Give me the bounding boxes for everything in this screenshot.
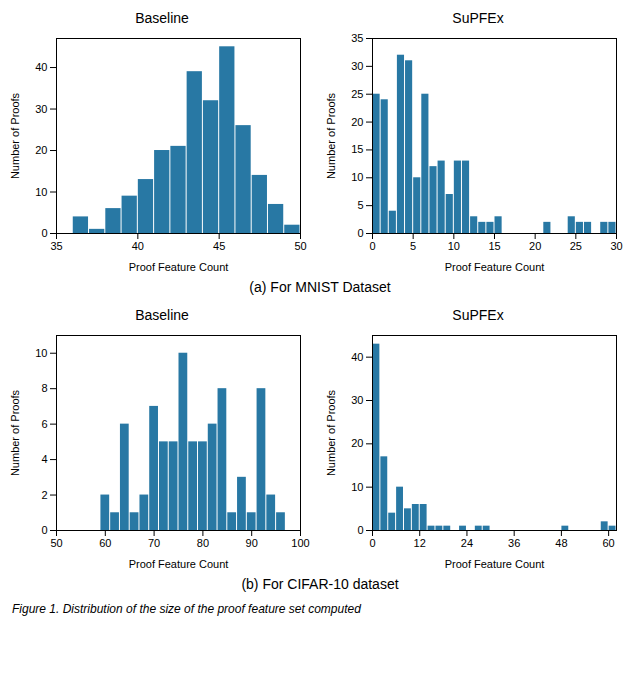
svg-text:45: 45 <box>213 240 225 252</box>
html-text:Figure 1. Distribution of the: Figure 1. Distribution of the size of th… <box>12 602 361 616</box>
html-text:(a) For MNIST Dataset: (a) For MNIST Dataset <box>249 279 391 295</box>
html-text:(b) For CIFAR-10 dataset: (b) For CIFAR-10 dataset <box>241 576 399 592</box>
svg-text:36: 36 <box>508 537 520 549</box>
html-text:SuPFEx: SuPFEx <box>452 10 504 26</box>
svg-text:20: 20 <box>35 144 47 156</box>
svg-text:50: 50 <box>50 537 62 549</box>
svg-text:30: 30 <box>351 60 363 72</box>
svg-text:20: 20 <box>529 240 541 252</box>
svg-text:Proof Feature Count: Proof Feature Count <box>445 558 545 570</box>
svg-text:90: 90 <box>246 537 258 549</box>
svg-text:40: 40 <box>132 240 144 252</box>
svg-text:10: 10 <box>35 347 47 359</box>
svg-text:5: 5 <box>410 240 416 252</box>
svg-text:Number of Proofs: Number of Proofs <box>9 92 21 179</box>
html-text:Baseline: Baseline <box>135 307 189 323</box>
svg-text:30: 30 <box>610 240 622 252</box>
svg-text:5: 5 <box>357 199 363 211</box>
svg-text:Proof Feature Count: Proof Feature Count <box>129 558 229 570</box>
svg-text:15: 15 <box>351 143 363 155</box>
svg-text:48: 48 <box>555 537 567 549</box>
svg-text:25: 25 <box>570 240 582 252</box>
svg-text:0: 0 <box>357 524 363 536</box>
svg-text:Number of Proofs: Number of Proofs <box>325 389 337 476</box>
svg-text:35: 35 <box>351 32 363 44</box>
svg-text:40: 40 <box>351 351 363 363</box>
svg-text:8: 8 <box>41 382 47 394</box>
svg-text:30: 30 <box>35 103 47 115</box>
svg-text:Number of Proofs: Number of Proofs <box>325 92 337 179</box>
svg-text:10: 10 <box>351 481 363 493</box>
svg-text:60: 60 <box>603 537 615 549</box>
svg-text:0: 0 <box>357 227 363 239</box>
svg-text:2: 2 <box>41 489 47 501</box>
svg-text:24: 24 <box>461 537 473 549</box>
html-text:Baseline: Baseline <box>135 10 189 26</box>
svg-text:0: 0 <box>369 537 375 549</box>
svg-text:0: 0 <box>41 227 47 239</box>
svg-text:35: 35 <box>50 240 62 252</box>
svg-text:Proof Feature Count: Proof Feature Count <box>445 261 545 273</box>
svg-text:15: 15 <box>488 240 500 252</box>
svg-text:0: 0 <box>41 524 47 536</box>
svg-text:20: 20 <box>351 437 363 449</box>
svg-text:0: 0 <box>369 240 375 252</box>
svg-text:20: 20 <box>351 116 363 128</box>
svg-text:100: 100 <box>291 537 309 549</box>
svg-text:10: 10 <box>35 186 47 198</box>
svg-text:50: 50 <box>294 240 306 252</box>
svg-text:4: 4 <box>41 453 47 465</box>
svg-text:30: 30 <box>351 394 363 406</box>
html-text:SuPFEx: SuPFEx <box>452 307 504 323</box>
svg-text:60: 60 <box>99 537 111 549</box>
svg-text:Proof Feature Count: Proof Feature Count <box>129 261 229 273</box>
svg-text:Number of Proofs: Number of Proofs <box>9 389 21 476</box>
svg-text:70: 70 <box>148 537 160 549</box>
svg-text:80: 80 <box>197 537 209 549</box>
svg-text:6: 6 <box>41 418 47 430</box>
svg-text:10: 10 <box>448 240 460 252</box>
svg-text:40: 40 <box>35 61 47 73</box>
svg-text:25: 25 <box>351 88 363 100</box>
svg-text:12: 12 <box>414 537 426 549</box>
svg-text:10: 10 <box>351 171 363 183</box>
